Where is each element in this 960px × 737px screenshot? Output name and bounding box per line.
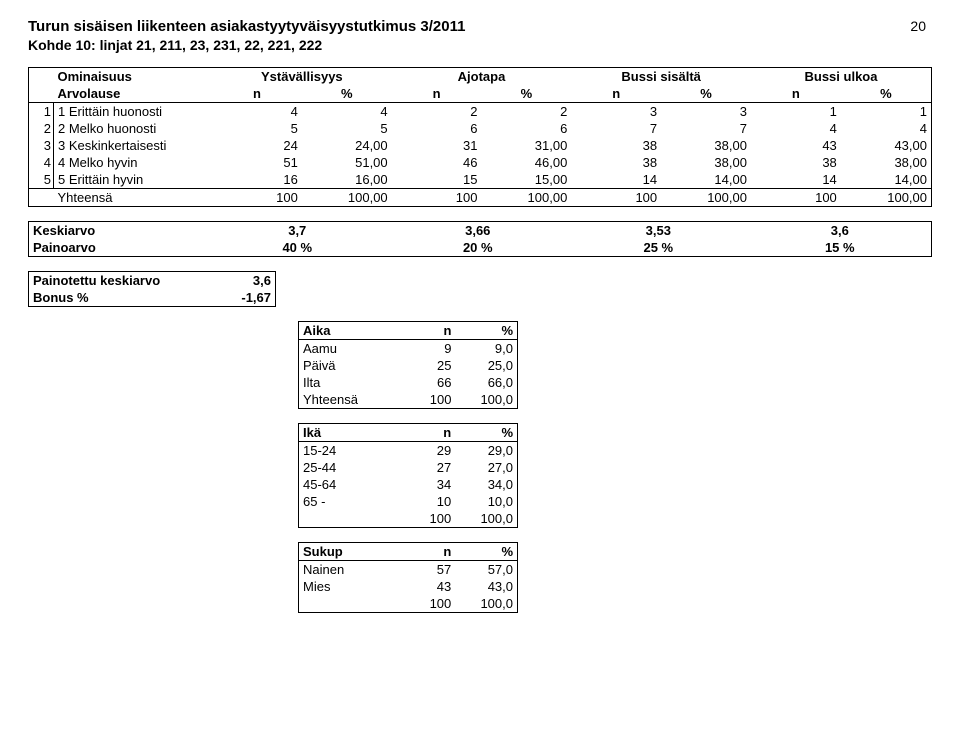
header: Turun sisäisen liikenteen asiakastyytyvä… xyxy=(28,18,932,53)
subtitle: Kohde 10: linjat 21, 211, 23, 231, 22, 2… xyxy=(28,37,465,53)
mid-table: Keskiarvo 3,7 3,66 3,53 3,6 Painoarvo 40… xyxy=(28,221,932,257)
table-row: 25-44 27 27,0 xyxy=(299,459,518,476)
table-row: 2 2 Melko huonosti 5 5 6 6 7 7 4 4 xyxy=(29,120,932,137)
table-row: 100 100,0 xyxy=(299,510,518,528)
main-header-row-1: Ominaisuus Ystävällisyys Ajotapa Bussi s… xyxy=(29,68,932,86)
group-header-2: Bussi sisältä xyxy=(571,68,751,86)
sub-n-0: n xyxy=(212,85,302,103)
age-table: Ikä n % 15-24 29 29,0 25-44 27 27,0 45-6… xyxy=(298,423,518,528)
sub-n-1: n xyxy=(392,85,482,103)
painotettu-row: Painotettu keskiarvo 3,6 xyxy=(29,272,276,290)
table-row: Nainen 57 57,0 xyxy=(299,561,518,579)
page-number: 20 xyxy=(910,18,932,34)
sub-p-3: % xyxy=(841,85,932,103)
group-header-1: Ajotapa xyxy=(392,68,572,86)
time-table: Aika n % Aamu 9 9,0 Päivä 25 25,0 Ilta 6… xyxy=(298,321,518,409)
page: Turun sisäisen liikenteen asiakastyytyvä… xyxy=(0,0,960,631)
sub-n-2: n xyxy=(571,85,661,103)
total-row: Yhteensä 100 100,00 100 100,00 100 100,0… xyxy=(29,189,932,207)
table-row: 1 1 Erittäin huonosti 4 4 2 2 3 3 1 1 xyxy=(29,103,932,121)
table-header: Ikä n % xyxy=(299,424,518,442)
property-header: Ominaisuus xyxy=(54,68,213,86)
table-header: Aika n % xyxy=(299,322,518,340)
sub-p-0: % xyxy=(302,85,392,103)
sub-p-2: % xyxy=(661,85,751,103)
painoarvo-row: Painoarvo 40 % 20 % 25 % 15 % xyxy=(29,239,932,257)
sub-p-1: % xyxy=(481,85,571,103)
small-tables-wrap: Aika n % Aamu 9 9,0 Päivä 25 25,0 Ilta 6… xyxy=(298,321,932,613)
table-row: 3 3 Keskinkertaisesti 24 24,00 31 31,00 … xyxy=(29,137,932,154)
group-header-0: Ystävällisyys xyxy=(212,68,392,86)
table-row: Ilta 66 66,0 xyxy=(299,374,518,391)
table-row: 15-24 29 29,0 xyxy=(299,442,518,460)
table-row: Päivä 25 25,0 xyxy=(299,357,518,374)
table-row: Aamu 9 9,0 xyxy=(299,340,518,358)
weighted-table: Painotettu keskiarvo 3,6 Bonus % -1,67 xyxy=(28,271,276,307)
title: Turun sisäisen liikenteen asiakastyytyvä… xyxy=(28,18,465,35)
table-row: 65 - 10 10,0 xyxy=(299,493,518,510)
table-header: Sukup n % xyxy=(299,543,518,561)
table-row: Mies 43 43,0 xyxy=(299,578,518,595)
table-row: 100 100,0 xyxy=(299,595,518,613)
table-row: 5 5 Erittäin hyvin 16 16,00 15 15,00 14 … xyxy=(29,171,932,189)
group-header-3: Bussi ulkoa xyxy=(751,68,932,86)
sub-n-3: n xyxy=(751,85,841,103)
value-header: Arvolause xyxy=(54,85,213,103)
bonus-row: Bonus % -1,67 xyxy=(29,289,276,307)
table-row: 4 4 Melko hyvin 51 51,00 46 46,00 38 38,… xyxy=(29,154,932,171)
table-row: 45-64 34 34,0 xyxy=(299,476,518,493)
main-table: Ominaisuus Ystävällisyys Ajotapa Bussi s… xyxy=(28,67,932,207)
keskiarvo-row: Keskiarvo 3,7 3,66 3,53 3,6 xyxy=(29,222,932,240)
table-row: Yhteensä 100 100,0 xyxy=(299,391,518,409)
header-text-block: Turun sisäisen liikenteen asiakastyytyvä… xyxy=(28,18,465,53)
main-header-row-2: Arvolause n % n % n % n % xyxy=(29,85,932,103)
gender-table: Sukup n % Nainen 57 57,0 Mies 43 43,0 10… xyxy=(298,542,518,613)
